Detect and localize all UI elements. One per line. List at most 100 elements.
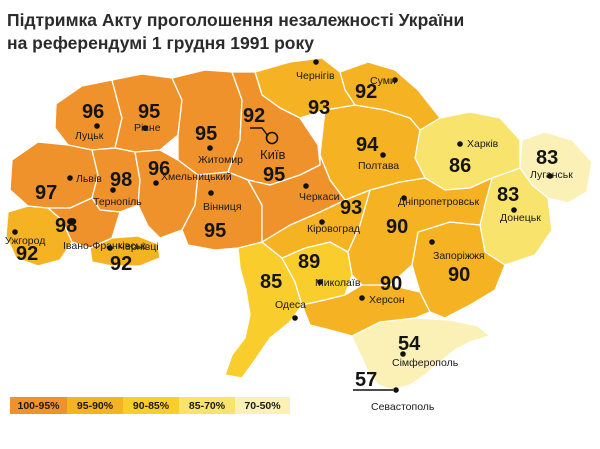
map-legend: 100-95% 95-90% 90-85% 85-70% 70-50% [10, 397, 290, 414]
label-lviv: Львів [76, 173, 102, 185]
region-vinnytsia [181, 171, 263, 251]
dot-kharkiv [457, 141, 463, 147]
value-chernivtsi: 92 [110, 253, 132, 275]
dot-khmelnytskyi [153, 180, 159, 186]
label-sumy: Суми [370, 75, 396, 87]
label-simferopol: Сімферополь [392, 357, 459, 369]
label-ivano-frankivsk: Івано-Франківськ [63, 240, 146, 252]
value-vinnytsia: 95 [204, 220, 226, 242]
label-vinnytsia: Вінниця [203, 201, 242, 213]
value-chernihiv: 93 [308, 97, 330, 119]
region-crimea [351, 317, 491, 391]
region-ivano-frankivsk [47, 197, 121, 249]
dot-zaporizhzhia [429, 239, 435, 245]
dot-mykolaiv [317, 279, 323, 285]
label-kherson: Херсон [369, 294, 405, 306]
dot-uzhhorod [12, 229, 18, 235]
dot-lutsk [94, 123, 100, 129]
value-kherson: 90 [380, 273, 402, 295]
label-zaporizhzhia: Запоріжжя [433, 250, 485, 262]
label-dnipropetrovsk: Дніпропетровськ [398, 196, 479, 208]
title-line-2: на референдумі 1 грудня 1991 року [7, 33, 314, 53]
region-ternopil [91, 147, 141, 213]
dot-cherkasy [303, 183, 309, 189]
label-khmelnytskyi: Хмельницький [161, 171, 232, 183]
legend-item: 95-90% [67, 397, 123, 414]
value-sevastopol: 57 [355, 369, 377, 391]
value-volyn: 96 [82, 101, 104, 123]
label-poltava: Полтава [358, 160, 399, 172]
label-sevastopol: Севастополь [371, 401, 435, 413]
label-zhytomyr: Житомир [198, 154, 243, 166]
value-sumy: 92 [355, 81, 377, 103]
label-donetsk: Донецьк [500, 212, 541, 224]
value-luhansk: 83 [536, 147, 558, 169]
value-kirovohrad: 93 [340, 197, 362, 219]
dot-rivne [142, 125, 148, 131]
value-dnipropetrovsk: 90 [386, 216, 408, 238]
value-zhytomyr: 95 [195, 123, 217, 145]
dot-chernihiv [313, 59, 319, 65]
label-chernihiv: Чернігів [296, 70, 335, 82]
dot-kherson [359, 295, 365, 301]
label-ternopil: Тернопіль [93, 196, 142, 208]
dot-luhansk [547, 173, 553, 179]
value-poltava: 94 [356, 134, 379, 156]
label-lutsk: Луцьк [75, 130, 104, 142]
label-kirovohrad: Кіровоград [307, 223, 360, 235]
map-title: Підтримка Акту проголошення незалежності… [7, 9, 464, 55]
dot-kirovohrad [319, 219, 325, 225]
dot-poltava [380, 152, 386, 158]
value-lviv: 97 [35, 182, 57, 204]
legend-item: 85-70% [179, 397, 235, 414]
dot-zhytomyr [207, 145, 213, 151]
value-ivano-frankivsk: 98 [55, 215, 77, 237]
legend-item: 70-50% [235, 397, 290, 414]
value-odesa: 85 [260, 271, 282, 293]
value-zakarpattia: 92 [16, 243, 38, 265]
dot-ivano-frankivsk [69, 219, 75, 225]
value-kharkiv: 86 [449, 155, 471, 177]
label-kyiv: Київ [260, 147, 285, 162]
dot-sumy [392, 77, 398, 83]
label-chernivtsi: Чернівці [118, 241, 159, 253]
region-values: 96 95 95 95 92 93 92 97 98 96 95 94 86 8… [16, 81, 558, 391]
legend-item: 90-85% [123, 397, 179, 414]
label-luhansk: Луганськ [530, 169, 573, 181]
dot-lviv [67, 175, 73, 181]
city-dots [12, 59, 553, 393]
dot-chernivtsi [107, 245, 113, 251]
dot-dnipropetrovsk [401, 195, 407, 201]
dot-simferopol [400, 351, 406, 357]
dot-sevastopol [393, 387, 399, 393]
value-mykolaiv: 89 [298, 251, 320, 273]
value-ternopil: 98 [110, 169, 132, 191]
dot-ternopil [110, 187, 116, 193]
region-chernivtsi [89, 235, 161, 267]
value-khmelnytskyi: 96 [148, 158, 170, 180]
region-rivne [111, 73, 183, 153]
value-crimea: 54 [398, 333, 421, 355]
value-donetsk: 83 [497, 184, 519, 206]
value-rivne: 95 [138, 101, 160, 123]
value-zaporizhzhia: 90 [448, 264, 470, 286]
label-rivne: Рівне [134, 122, 161, 134]
label-kharkiv: Харків [467, 138, 499, 150]
dot-odesa [292, 315, 298, 321]
value-kyiv-oblast: 95 [263, 164, 285, 186]
title-line-1: Підтримка Акту проголошення незалежності… [7, 10, 465, 30]
dot-donetsk [511, 207, 517, 213]
label-cherkasy: Черкаси [299, 191, 340, 203]
kyiv-marker [250, 127, 279, 145]
label-uzhhorod: Ужгород [5, 235, 45, 247]
label-odesa: Одеса [275, 299, 306, 311]
legend-item: 100-95% [10, 397, 67, 414]
region-cherkasy [247, 154, 346, 243]
value-kyiv-city: 92 [243, 105, 265, 127]
dot-vinnytsia [208, 190, 214, 196]
city-labels: Луцьк Рівне Житомир Київ Чернігів Суми Л… [5, 70, 573, 413]
kyiv-circle-icon [265, 131, 279, 145]
region-dnipropetrovsk [347, 177, 493, 286]
